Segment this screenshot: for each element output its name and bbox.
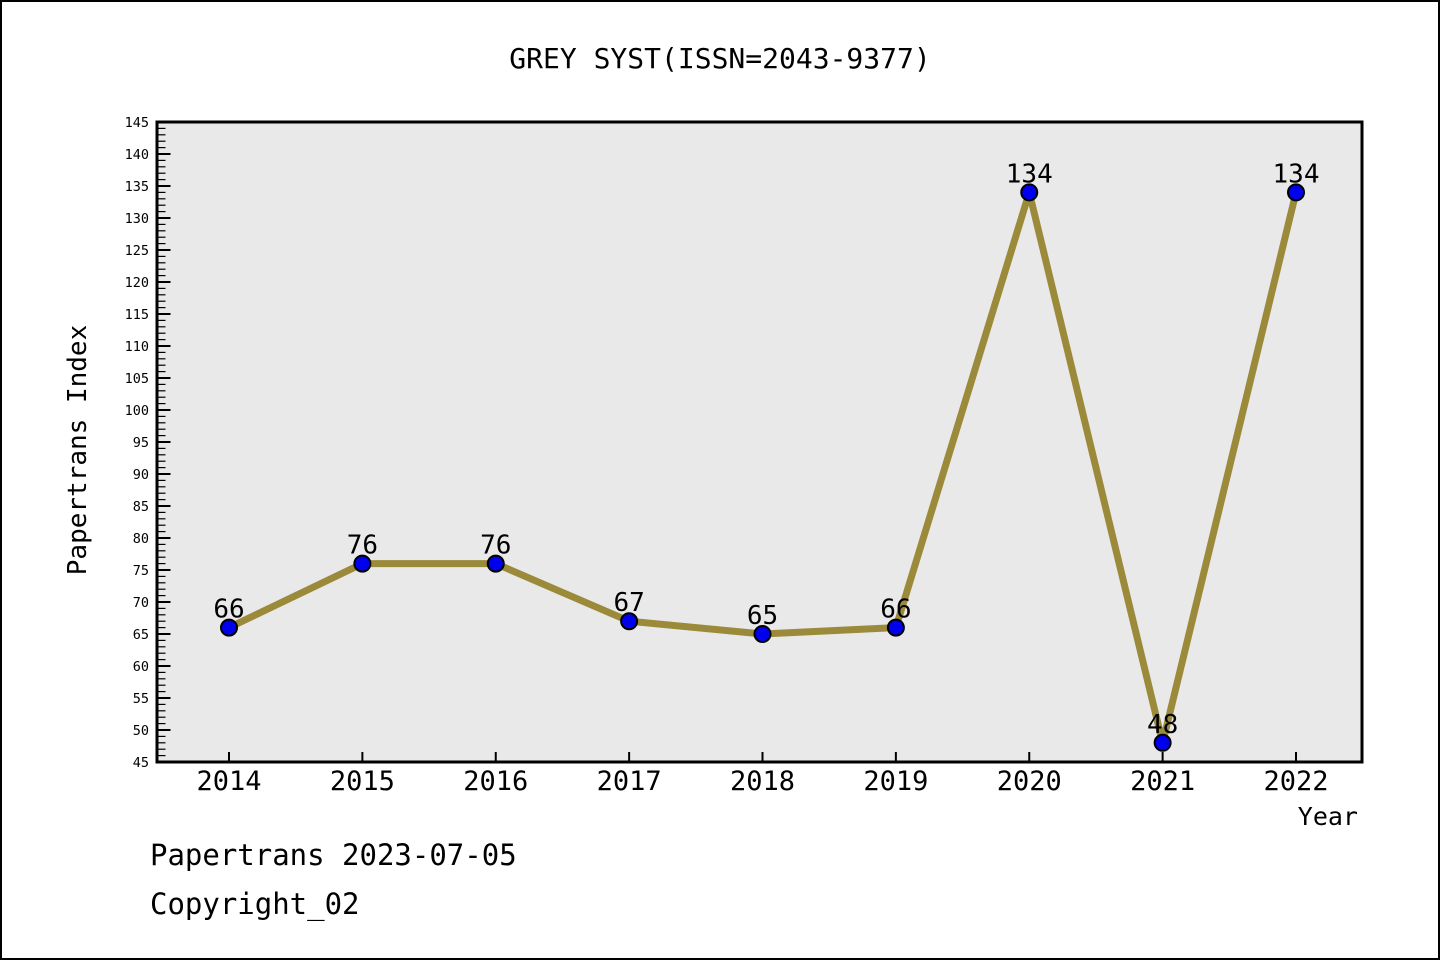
data-point-label: 134: [1006, 159, 1053, 189]
data-point: [486, 554, 505, 573]
data-point: [1287, 183, 1305, 202]
y-tick-label: 115: [125, 307, 149, 323]
data-point-label: 76: [480, 531, 511, 561]
data-point-label: 67: [613, 588, 644, 618]
y-tick-label: 50: [133, 723, 149, 739]
x-tick-label: 2017: [597, 766, 662, 797]
y-tick-label: 135: [125, 179, 149, 195]
x-tick-label: 2015: [330, 766, 395, 797]
y-tick-label: 75: [133, 563, 149, 579]
x-tick-label: 2016: [463, 766, 528, 797]
y-tick-label: 105: [125, 371, 149, 387]
y-tick-label: 45: [133, 755, 149, 771]
x-tick-label: 2021: [1130, 766, 1195, 797]
data-point: [1020, 183, 1039, 202]
data-point: [753, 625, 772, 643]
x-tick-label: 2022: [1263, 766, 1328, 797]
y-tick-label: 140: [125, 147, 149, 163]
data-point-label: 66: [213, 595, 244, 625]
data-point: [353, 554, 372, 573]
y-tick-label: 130: [125, 211, 149, 227]
data-point: [1153, 733, 1172, 752]
data-point-label: 76: [347, 531, 378, 561]
data-point: [620, 612, 639, 631]
data-point: [220, 618, 238, 637]
y-tick-label: 95: [133, 435, 149, 451]
y-tick-label: 70: [133, 595, 149, 611]
x-axis-label: Year: [1297, 802, 1358, 831]
y-tick-label: 85: [133, 499, 149, 515]
y-tick-label: 60: [133, 659, 149, 675]
y-tick-label: 120: [125, 275, 149, 291]
y-tick-label: 100: [125, 403, 149, 419]
data-point-label: 66: [880, 595, 911, 625]
x-tick-label: 2019: [863, 766, 928, 797]
footer-date: Papertrans 2023-07-05: [150, 838, 517, 872]
chart-title: GREY SYST(ISSN=2043-9377): [509, 42, 931, 75]
data-point: [886, 618, 905, 637]
y-tick-label: 125: [125, 243, 149, 259]
plot-spines: [155, 120, 1364, 764]
y-tick-label: 145: [125, 115, 149, 131]
data-point-label: 65: [747, 601, 778, 631]
x-tick-label: 2020: [997, 766, 1062, 797]
data-point-label: 134: [1273, 159, 1320, 189]
y-tick-label: 90: [133, 467, 149, 483]
x-tick-label: 2014: [196, 766, 261, 797]
data-point-label: 48: [1147, 710, 1178, 740]
y-tick-label: 55: [133, 691, 149, 707]
footer-copyright: Copyright_02: [150, 887, 360, 921]
x-tick-label: 2018: [730, 766, 795, 797]
y-tick-label: 110: [125, 339, 149, 355]
y-tick-label: 65: [133, 627, 149, 643]
plot-background: [157, 122, 1362, 762]
y-tick-label: 80: [133, 531, 149, 547]
